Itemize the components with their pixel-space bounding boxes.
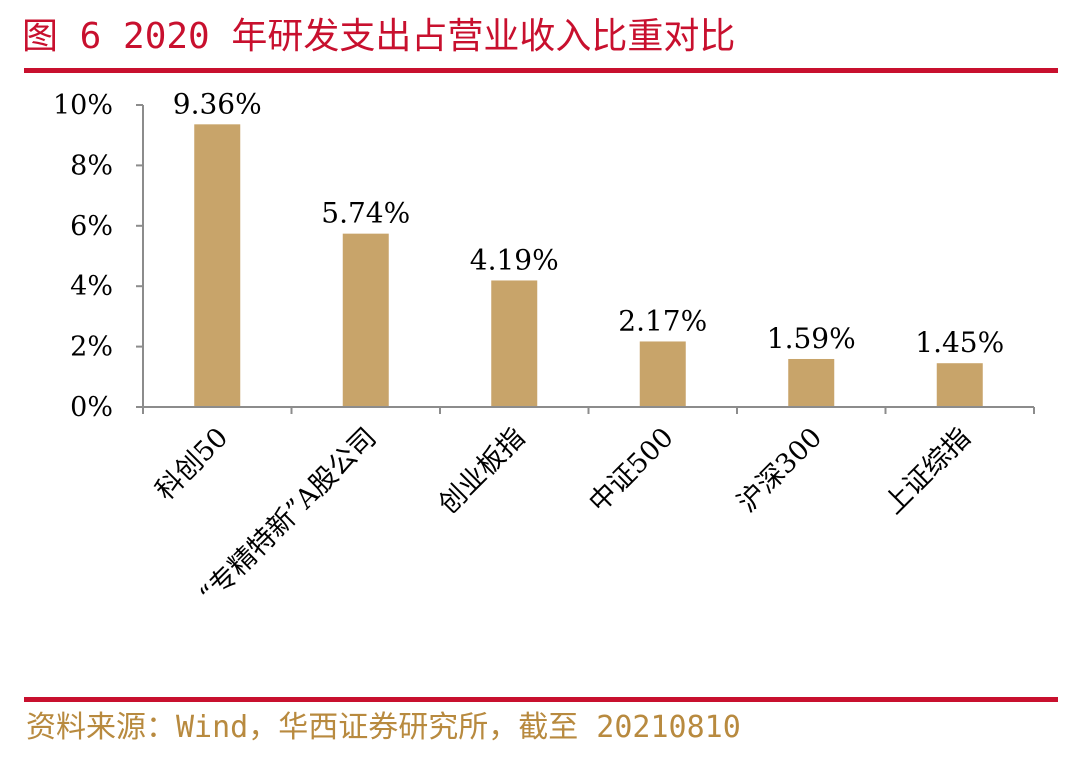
data-label: 9.36% xyxy=(173,87,262,120)
data-label: 1.45% xyxy=(915,326,1004,359)
y-tick-label: 0% xyxy=(70,392,113,423)
x-axis: 科创50“专精特新”A股公司 创业板指 中证500 沪深300 上证综指 xyxy=(142,406,1035,611)
data-label: 1.59% xyxy=(767,322,856,355)
y-tick-label: 10% xyxy=(53,90,113,121)
bar xyxy=(936,363,983,407)
bar xyxy=(639,341,686,407)
bar xyxy=(342,233,389,407)
y-tick-label: 2% xyxy=(70,332,113,363)
source-note: 资料来源：Wind，华西证券研究所，截至 20210810 xyxy=(26,710,741,745)
y-axis: 0% 2% 4% 6% 8% 10% xyxy=(53,90,144,423)
title-divider xyxy=(24,68,1058,73)
x-tick-label: 创业板指 xyxy=(433,422,531,520)
x-tick-label: 科创50 xyxy=(150,422,234,506)
data-label: 4.19% xyxy=(470,243,559,276)
y-tick-label: 8% xyxy=(70,150,113,181)
source-divider xyxy=(24,697,1058,702)
bar xyxy=(491,280,538,407)
bar xyxy=(194,124,241,407)
data-label: 2.17% xyxy=(618,304,707,337)
bar xyxy=(788,358,835,407)
x-tick-label: 沪深300 xyxy=(732,422,829,519)
y-tick-label: 6% xyxy=(70,211,113,242)
figure-title: 图 6 2020 年研发支出占营业收入比重对比 xyxy=(22,16,736,57)
y-tick-label: 4% xyxy=(70,271,113,302)
x-tick-label: 上证综指 xyxy=(878,422,976,520)
bar-chart: 0% 2% 4% 6% 8% 10% 9.36% 5.74% 4.19% 2.17% 1.59% 1… xyxy=(53,87,1035,611)
x-tick-label: 中证500 xyxy=(583,422,680,519)
data-label: 5.74% xyxy=(321,197,410,230)
bars: 9.36% 5.74% 4.19% 2.17% 1.59% 1.45% xyxy=(173,87,1004,407)
